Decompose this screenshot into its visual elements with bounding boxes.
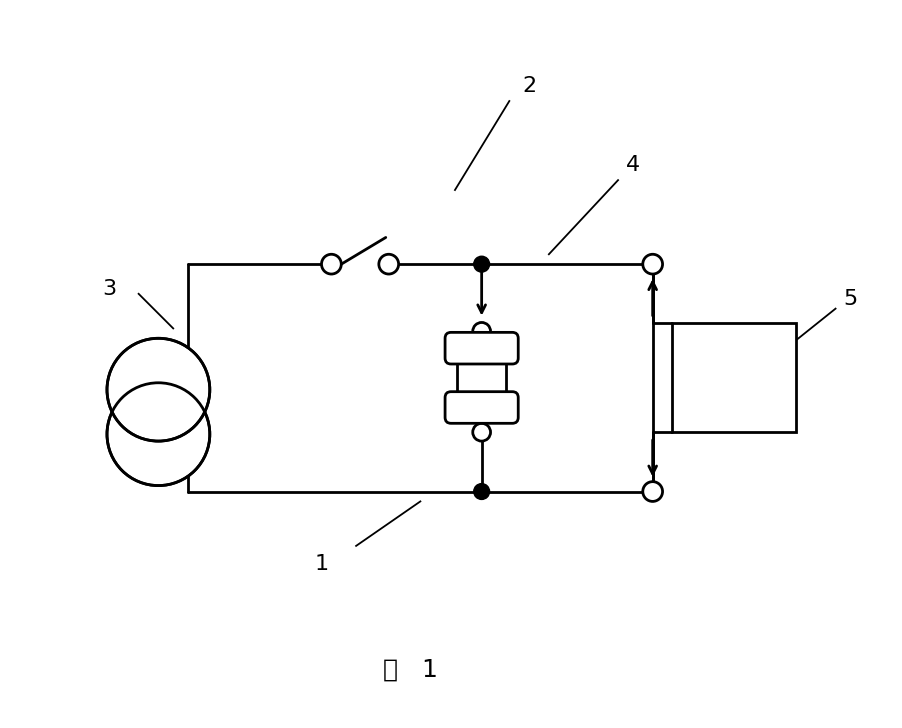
Circle shape [106,383,209,486]
Text: 3: 3 [102,279,115,299]
Circle shape [473,423,490,441]
FancyBboxPatch shape [445,333,518,364]
Text: 5: 5 [842,289,857,309]
Bar [456,358,506,397]
Text: 2: 2 [521,76,536,96]
Circle shape [379,254,398,274]
Circle shape [106,339,209,441]
Text: 图   1: 图 1 [382,657,437,681]
FancyBboxPatch shape [445,392,518,423]
Circle shape [642,482,662,502]
Text: 4: 4 [625,155,640,175]
Circle shape [642,254,662,274]
Bar [672,323,796,432]
Text: 1: 1 [314,554,328,574]
Circle shape [474,483,489,499]
Circle shape [474,256,489,272]
Circle shape [321,254,341,274]
Circle shape [473,323,490,340]
